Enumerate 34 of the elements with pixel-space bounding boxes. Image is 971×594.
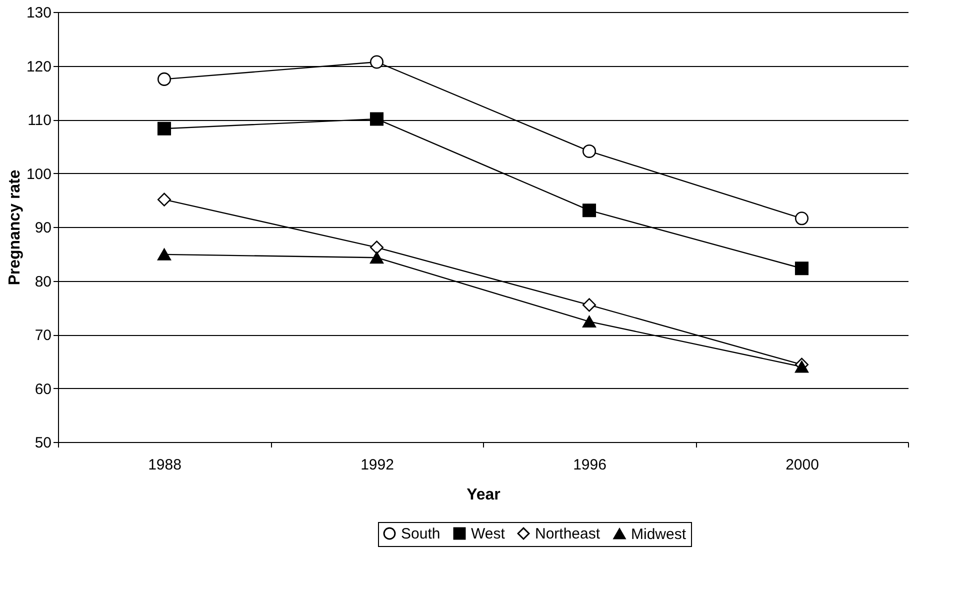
point xyxy=(582,298,596,312)
y-axis-title: Pregnancy rate xyxy=(6,170,24,286)
point xyxy=(582,316,596,328)
x-tick-label: 2000 xyxy=(786,456,819,474)
point xyxy=(370,240,384,254)
point xyxy=(794,262,809,276)
legend-label: Northeast xyxy=(535,526,601,543)
legend-label: West xyxy=(471,526,506,543)
y-tick-label: 70 xyxy=(34,327,52,344)
y-tick-label: 100 xyxy=(26,166,52,183)
x-tick-label: 1996 xyxy=(573,456,606,474)
point xyxy=(157,248,172,260)
point xyxy=(157,72,172,86)
y-tick-label: 80 xyxy=(34,273,52,290)
x-tick-label: 1992 xyxy=(360,456,394,474)
point xyxy=(794,360,809,373)
legend-label: South xyxy=(401,526,440,543)
y-tick-label: 50 xyxy=(34,434,52,452)
point xyxy=(370,112,384,126)
point xyxy=(157,192,172,206)
point xyxy=(157,122,172,136)
legend-label: Midwest xyxy=(631,526,687,543)
point xyxy=(370,55,384,69)
point xyxy=(582,204,596,218)
y-tick-label: 60 xyxy=(34,380,52,398)
x-tick-label: 1988 xyxy=(148,456,182,474)
y-tick-label: 120 xyxy=(26,58,52,76)
x-axis-title: Year xyxy=(466,486,500,504)
y-tick-label: 110 xyxy=(28,112,52,129)
point xyxy=(582,144,596,158)
y-tick-label: 90 xyxy=(34,220,52,236)
y-tick-label: 130 xyxy=(26,4,52,22)
point xyxy=(794,212,809,226)
point xyxy=(370,252,384,264)
